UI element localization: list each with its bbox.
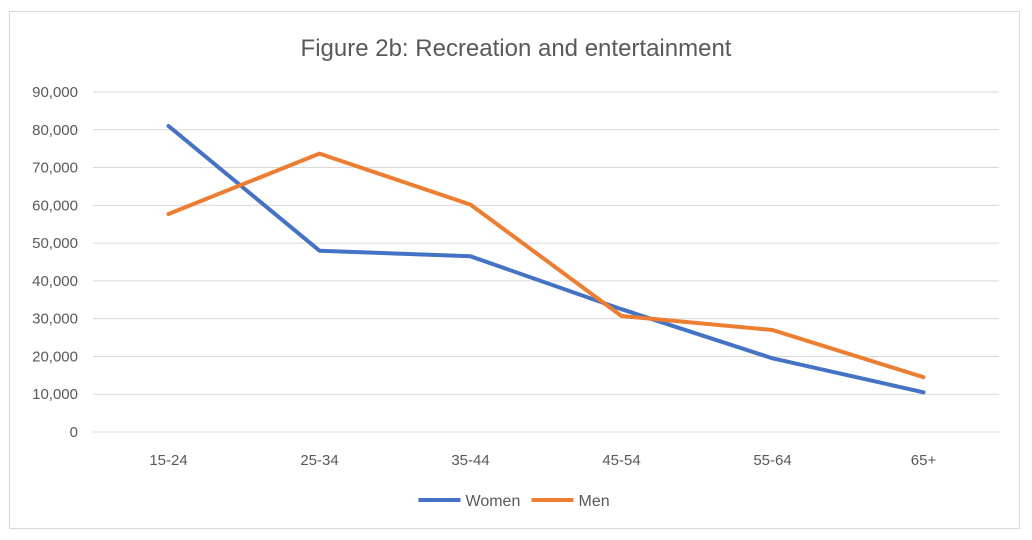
y-axis-ticks: 0 10,000 20,000 30,000 40,000 50,000 60,000 70,…: [32, 84, 78, 441]
y-tick-label: 90,000: [32, 84, 78, 101]
series-line-women: [166, 124, 926, 395]
series-lines: [166, 124, 926, 395]
y-tick-label: 70,000: [32, 160, 78, 177]
legend: Women Men: [418, 493, 610, 510]
x-tick-label: 35-44: [451, 452, 489, 469]
legend-label-men: Men: [579, 493, 610, 510]
legend-label-women: Women: [466, 493, 521, 510]
y-tick-label: 80,000: [32, 122, 78, 139]
y-tick-label: 0: [70, 424, 78, 441]
chart-title: Figure 2b: Recreation and entertainment: [301, 35, 732, 62]
x-tick-label: 55-64: [753, 452, 791, 469]
series-line-men: [166, 151, 926, 380]
y-tick-label: 50,000: [32, 235, 78, 252]
x-tick-label: 25-34: [300, 452, 338, 469]
x-tick-label: 45-54: [602, 452, 640, 469]
x-tick-label: 15-24: [149, 452, 187, 469]
y-tick-label: 10,000: [32, 386, 78, 403]
x-tick-label: 65+: [911, 452, 937, 469]
y-tick-label: 30,000: [32, 311, 78, 328]
y-tick-label: 40,000: [32, 273, 78, 290]
x-axis-ticks: 15-24 25-34 35-44 45-54 55-64 65+: [149, 452, 936, 469]
y-tick-label: 20,000: [32, 348, 78, 365]
y-tick-label: 60,000: [32, 197, 78, 214]
gridlines: [93, 91, 999, 433]
